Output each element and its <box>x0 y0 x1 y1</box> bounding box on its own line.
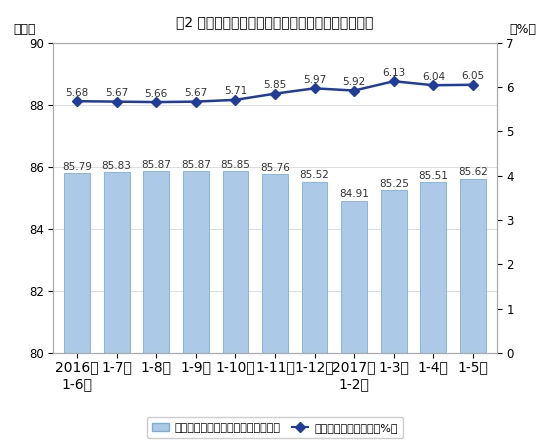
Text: （元）: （元） <box>13 24 36 37</box>
Title: 图2 各月累计利润率与每百元主营业务收入中的成本: 图2 各月累计利润率与每百元主营业务收入中的成本 <box>177 15 373 29</box>
Text: 85.79: 85.79 <box>62 162 92 172</box>
Text: 84.91: 84.91 <box>339 190 369 199</box>
Bar <box>223 171 248 446</box>
Text: 5.97: 5.97 <box>303 75 326 85</box>
Text: 5.67: 5.67 <box>184 88 207 98</box>
Text: 5.92: 5.92 <box>343 77 366 87</box>
Text: 85.52: 85.52 <box>300 170 329 181</box>
Text: 85.87: 85.87 <box>181 160 211 169</box>
Text: 85.51: 85.51 <box>419 171 448 181</box>
Text: 5.85: 5.85 <box>263 80 287 90</box>
Text: 5.71: 5.71 <box>224 87 247 96</box>
Text: 6.05: 6.05 <box>461 71 485 81</box>
Text: 85.25: 85.25 <box>379 179 409 189</box>
Bar <box>262 174 288 446</box>
Bar <box>381 190 406 446</box>
Legend: 每百元主营业务收入中的成本（元）, 主营业务收入利润率（%）: 每百元主营业务收入中的成本（元）, 主营业务收入利润率（%） <box>147 417 403 438</box>
Bar <box>104 172 130 446</box>
Text: 5.67: 5.67 <box>105 88 128 98</box>
Text: 85.83: 85.83 <box>102 161 131 171</box>
Text: 85.85: 85.85 <box>221 160 250 170</box>
Text: 5.68: 5.68 <box>65 88 89 98</box>
Bar <box>183 171 208 446</box>
Bar <box>64 173 90 446</box>
Bar <box>302 182 327 446</box>
Text: 85.62: 85.62 <box>458 167 488 178</box>
Text: 5.66: 5.66 <box>145 88 168 99</box>
Text: 85.87: 85.87 <box>141 160 171 169</box>
Bar <box>460 178 486 446</box>
Bar <box>144 171 169 446</box>
Text: 85.76: 85.76 <box>260 163 290 173</box>
Text: 6.04: 6.04 <box>422 72 445 82</box>
Bar <box>420 182 446 446</box>
Text: （%）: （%） <box>509 24 537 37</box>
Bar <box>342 201 367 446</box>
Text: 6.13: 6.13 <box>382 68 405 78</box>
